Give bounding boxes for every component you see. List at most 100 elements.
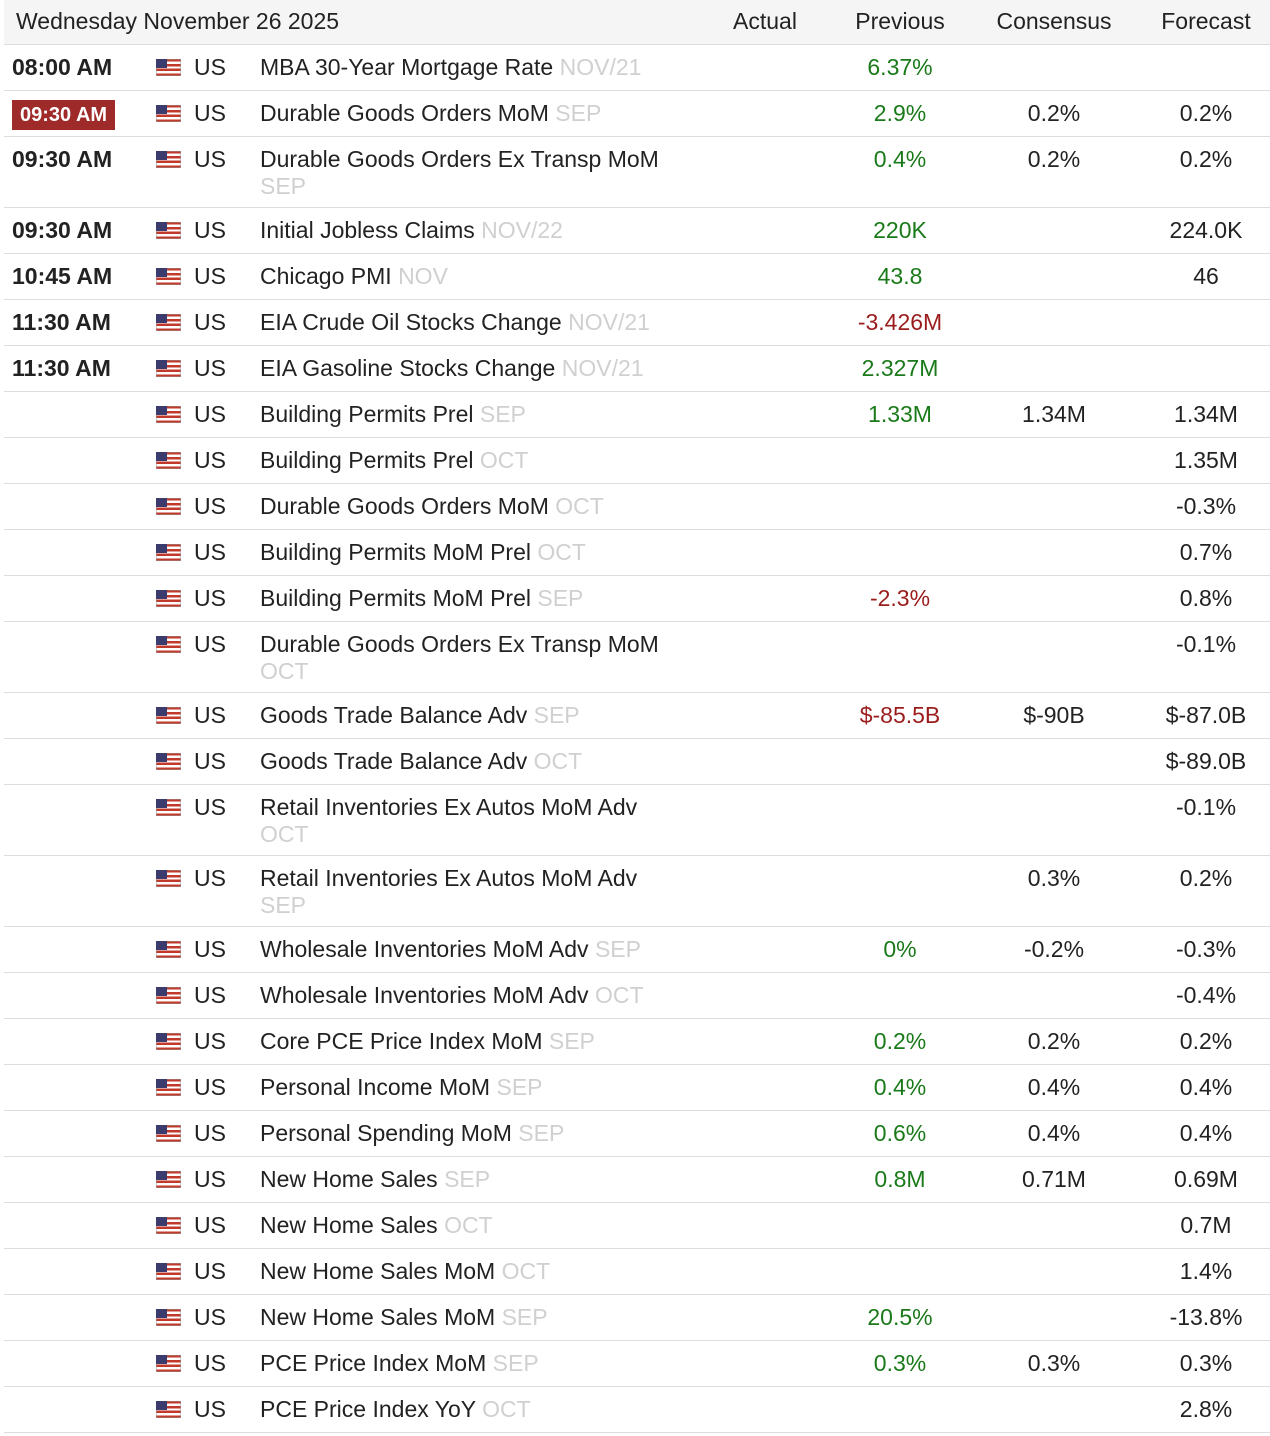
event-name-link[interactable]: Personal Income MoM [260,1073,491,1100]
country-code: US [194,1027,226,1054]
event-name-link[interactable]: New Home Sales MoM [260,1257,496,1284]
us-flag-icon [156,752,181,770]
table-row[interactable]: US PCE Price Index MoM SEP 0.3% 0.3% 0.3% [4,1340,1270,1386]
event-name-link[interactable]: Durable Goods Orders Ex Transp MoM [260,145,659,172]
consensus-value [966,299,1142,345]
event-name-link[interactable]: Retail Inventories Ex Autos MoM Adv [260,864,638,891]
event-name-link[interactable]: Personal Spending MoM [260,1119,512,1146]
event-name-link[interactable]: PCE Price Index MoM [260,1349,487,1376]
table-row[interactable]: 11:30 AM US EIA Crude Oil Stocks Change NO… [4,299,1270,345]
event-name-link[interactable]: Durable Goods Orders Ex Transp MoM [260,630,659,657]
table-row[interactable]: 11:30 AM US EIA Gasoline Stocks Change NOV… [4,345,1270,391]
event-name-link[interactable]: EIA Gasoline Stocks Change [260,354,556,381]
forecast-value: 0.2% [1179,864,1233,891]
table-row[interactable]: US Durable Goods Orders MoM OCT -0.3% [4,483,1270,529]
consensus-value [966,44,1142,90]
event-cell: Wholesale Inventories MoM Adv SEP [260,926,696,972]
consensus-value [966,437,1142,483]
previous-value [834,483,966,529]
event-name-link[interactable]: Goods Trade Balance Adv [260,747,528,774]
event-name-link[interactable]: Core PCE Price Index MoM [260,1027,543,1054]
table-row[interactable]: 09:30 AM US Durable Goods Orders Ex Transp… [4,136,1270,207]
table-row[interactable]: US Personal Spending MoM SEP 0.6% 0.4% 0.4% [4,1110,1270,1156]
event-time: 11:30 AM [12,354,111,381]
event-name-link[interactable]: EIA Crude Oil Stocks Change [260,308,562,335]
event-name-link[interactable]: Durable Goods Orders MoM [260,492,549,519]
country-code: US [194,1395,226,1422]
previous-value: 0.8M [874,1165,926,1192]
event-name-link[interactable]: Building Permits MoM Prel [260,584,531,611]
flag-cell [154,90,192,136]
event-name-link[interactable]: Wholesale Inventories MoM Adv [260,935,589,962]
event-cell: Building Permits Prel OCT [260,437,696,483]
table-row[interactable]: US Building Permits MoM Prel SEP -2.3% 0.8% [4,575,1270,621]
time-cell [4,784,154,855]
table-row[interactable]: 09:30 AM US Initial Jobless Claims NOV/22 2… [4,207,1270,253]
table-row[interactable]: US Durable Goods Orders Ex Transp MoM OCT… [4,621,1270,692]
event-cell: Initial Jobless Claims NOV/22 [260,207,696,253]
event-time: 08:00 AM [12,53,113,80]
forecast-value [1142,44,1270,90]
country-code: US [194,53,226,80]
reference-period: SEP [444,1165,491,1192]
table-row[interactable]: US Retail Inventories Ex Autos MoM Adv SE… [4,855,1270,926]
event-name-link[interactable]: Chicago PMI [260,262,392,289]
event-name-link[interactable]: Durable Goods Orders MoM [260,99,549,126]
table-row[interactable]: US Retail Inventories Ex Autos MoM Adv OC… [4,784,1270,855]
table-row[interactable]: 09:30 AM US Durable Goods Orders MoM SEP 2.… [4,90,1270,136]
table-row[interactable]: US Core PCE Price Index MoM SEP 0.2% 0.2% 0.… [4,1018,1270,1064]
table-row[interactable]: US New Home Sales MoM SEP 20.5% -13.8% [4,1294,1270,1340]
table-row[interactable]: US Goods Trade Balance Adv SEP $-85.5B $-90… [4,692,1270,738]
event-name-link[interactable]: Goods Trade Balance Adv [260,701,528,728]
table-row[interactable]: US PCE Price Index YoY OCT 2.8% [4,1386,1270,1432]
table-row[interactable]: 08:00 AM US MBA 30-Year Mortgage Rate NOV/… [4,44,1270,90]
table-row[interactable]: US Building Permits MoM Prel OCT 0.7% [4,529,1270,575]
country-code: US [194,145,226,172]
event-name-link[interactable]: Building Permits Prel [260,400,474,427]
event-cell: New Home Sales MoM SEP [260,1294,696,1340]
event-name-link[interactable]: New Home Sales [260,1165,438,1192]
actual-value [696,1248,834,1294]
actual-value [696,1064,834,1110]
actual-value [696,136,834,207]
forecast-value: 1.34M [1174,400,1238,427]
table-row[interactable]: US Wholesale Inventories MoM Adv OCT -0.4% [4,972,1270,1018]
forecast-column-header[interactable]: Forecast [1142,0,1270,45]
event-name-link[interactable]: Initial Jobless Claims [260,216,475,243]
event-cell: New Home Sales MoM OCT [260,1248,696,1294]
event-cell: Building Permits Prel SEP [260,391,696,437]
country-code: US [194,1349,226,1376]
consensus-value: 0.4% [1027,1073,1081,1100]
consensus-value [966,621,1142,692]
table-row[interactable]: US New Home Sales MoM OCT 1.4% [4,1248,1270,1294]
actual-column-header[interactable]: Actual [696,0,834,45]
event-name-link[interactable]: MBA 30-Year Mortgage Rate [260,53,554,80]
table-row[interactable]: US Goods Trade Balance Adv OCT $-89.0B [4,738,1270,784]
consensus-column-header[interactable]: Consensus [966,0,1142,45]
event-cell: Personal Income MoM SEP [260,1064,696,1110]
event-name-link[interactable]: Building Permits MoM Prel [260,538,531,565]
forecast-value: 0.69M [1174,1165,1238,1192]
us-flag-icon [156,635,181,653]
event-cell: Building Permits MoM Prel SEP [260,575,696,621]
event-name-link[interactable]: Wholesale Inventories MoM Adv [260,981,589,1008]
table-row[interactable]: US Personal Income MoM SEP 0.4% 0.4% 0.4% [4,1064,1270,1110]
event-name-link[interactable]: Building Permits Prel [260,446,474,473]
previous-column-header[interactable]: Previous [834,0,966,45]
table-row[interactable]: 10:45 AM US Chicago PMI NOV 43.8 46 [4,253,1270,299]
event-name-link[interactable]: PCE Price Index YoY [260,1395,476,1422]
event-name-link[interactable]: Retail Inventories Ex Autos MoM Adv [260,793,638,820]
table-row[interactable]: US Building Permits Prel OCT 1.35M [4,437,1270,483]
table-row[interactable]: US Wholesale Inventories MoM Adv SEP 0% -0.… [4,926,1270,972]
event-name-link[interactable]: New Home Sales [260,1211,438,1238]
time-cell: 11:30 AM [4,345,154,391]
event-cell: New Home Sales SEP [260,1156,696,1202]
reference-period: OCT [501,1257,551,1284]
previous-value [834,529,966,575]
us-flag-icon [156,589,181,607]
table-row[interactable]: US Building Permits Prel SEP 1.33M 1.34M 1.3… [4,391,1270,437]
event-name-link[interactable]: New Home Sales MoM [260,1303,496,1330]
country-code: US [194,584,226,611]
table-row[interactable]: US New Home Sales OCT 0.7M [4,1202,1270,1248]
table-row[interactable]: US New Home Sales SEP 0.8M 0.71M 0.69M [4,1156,1270,1202]
